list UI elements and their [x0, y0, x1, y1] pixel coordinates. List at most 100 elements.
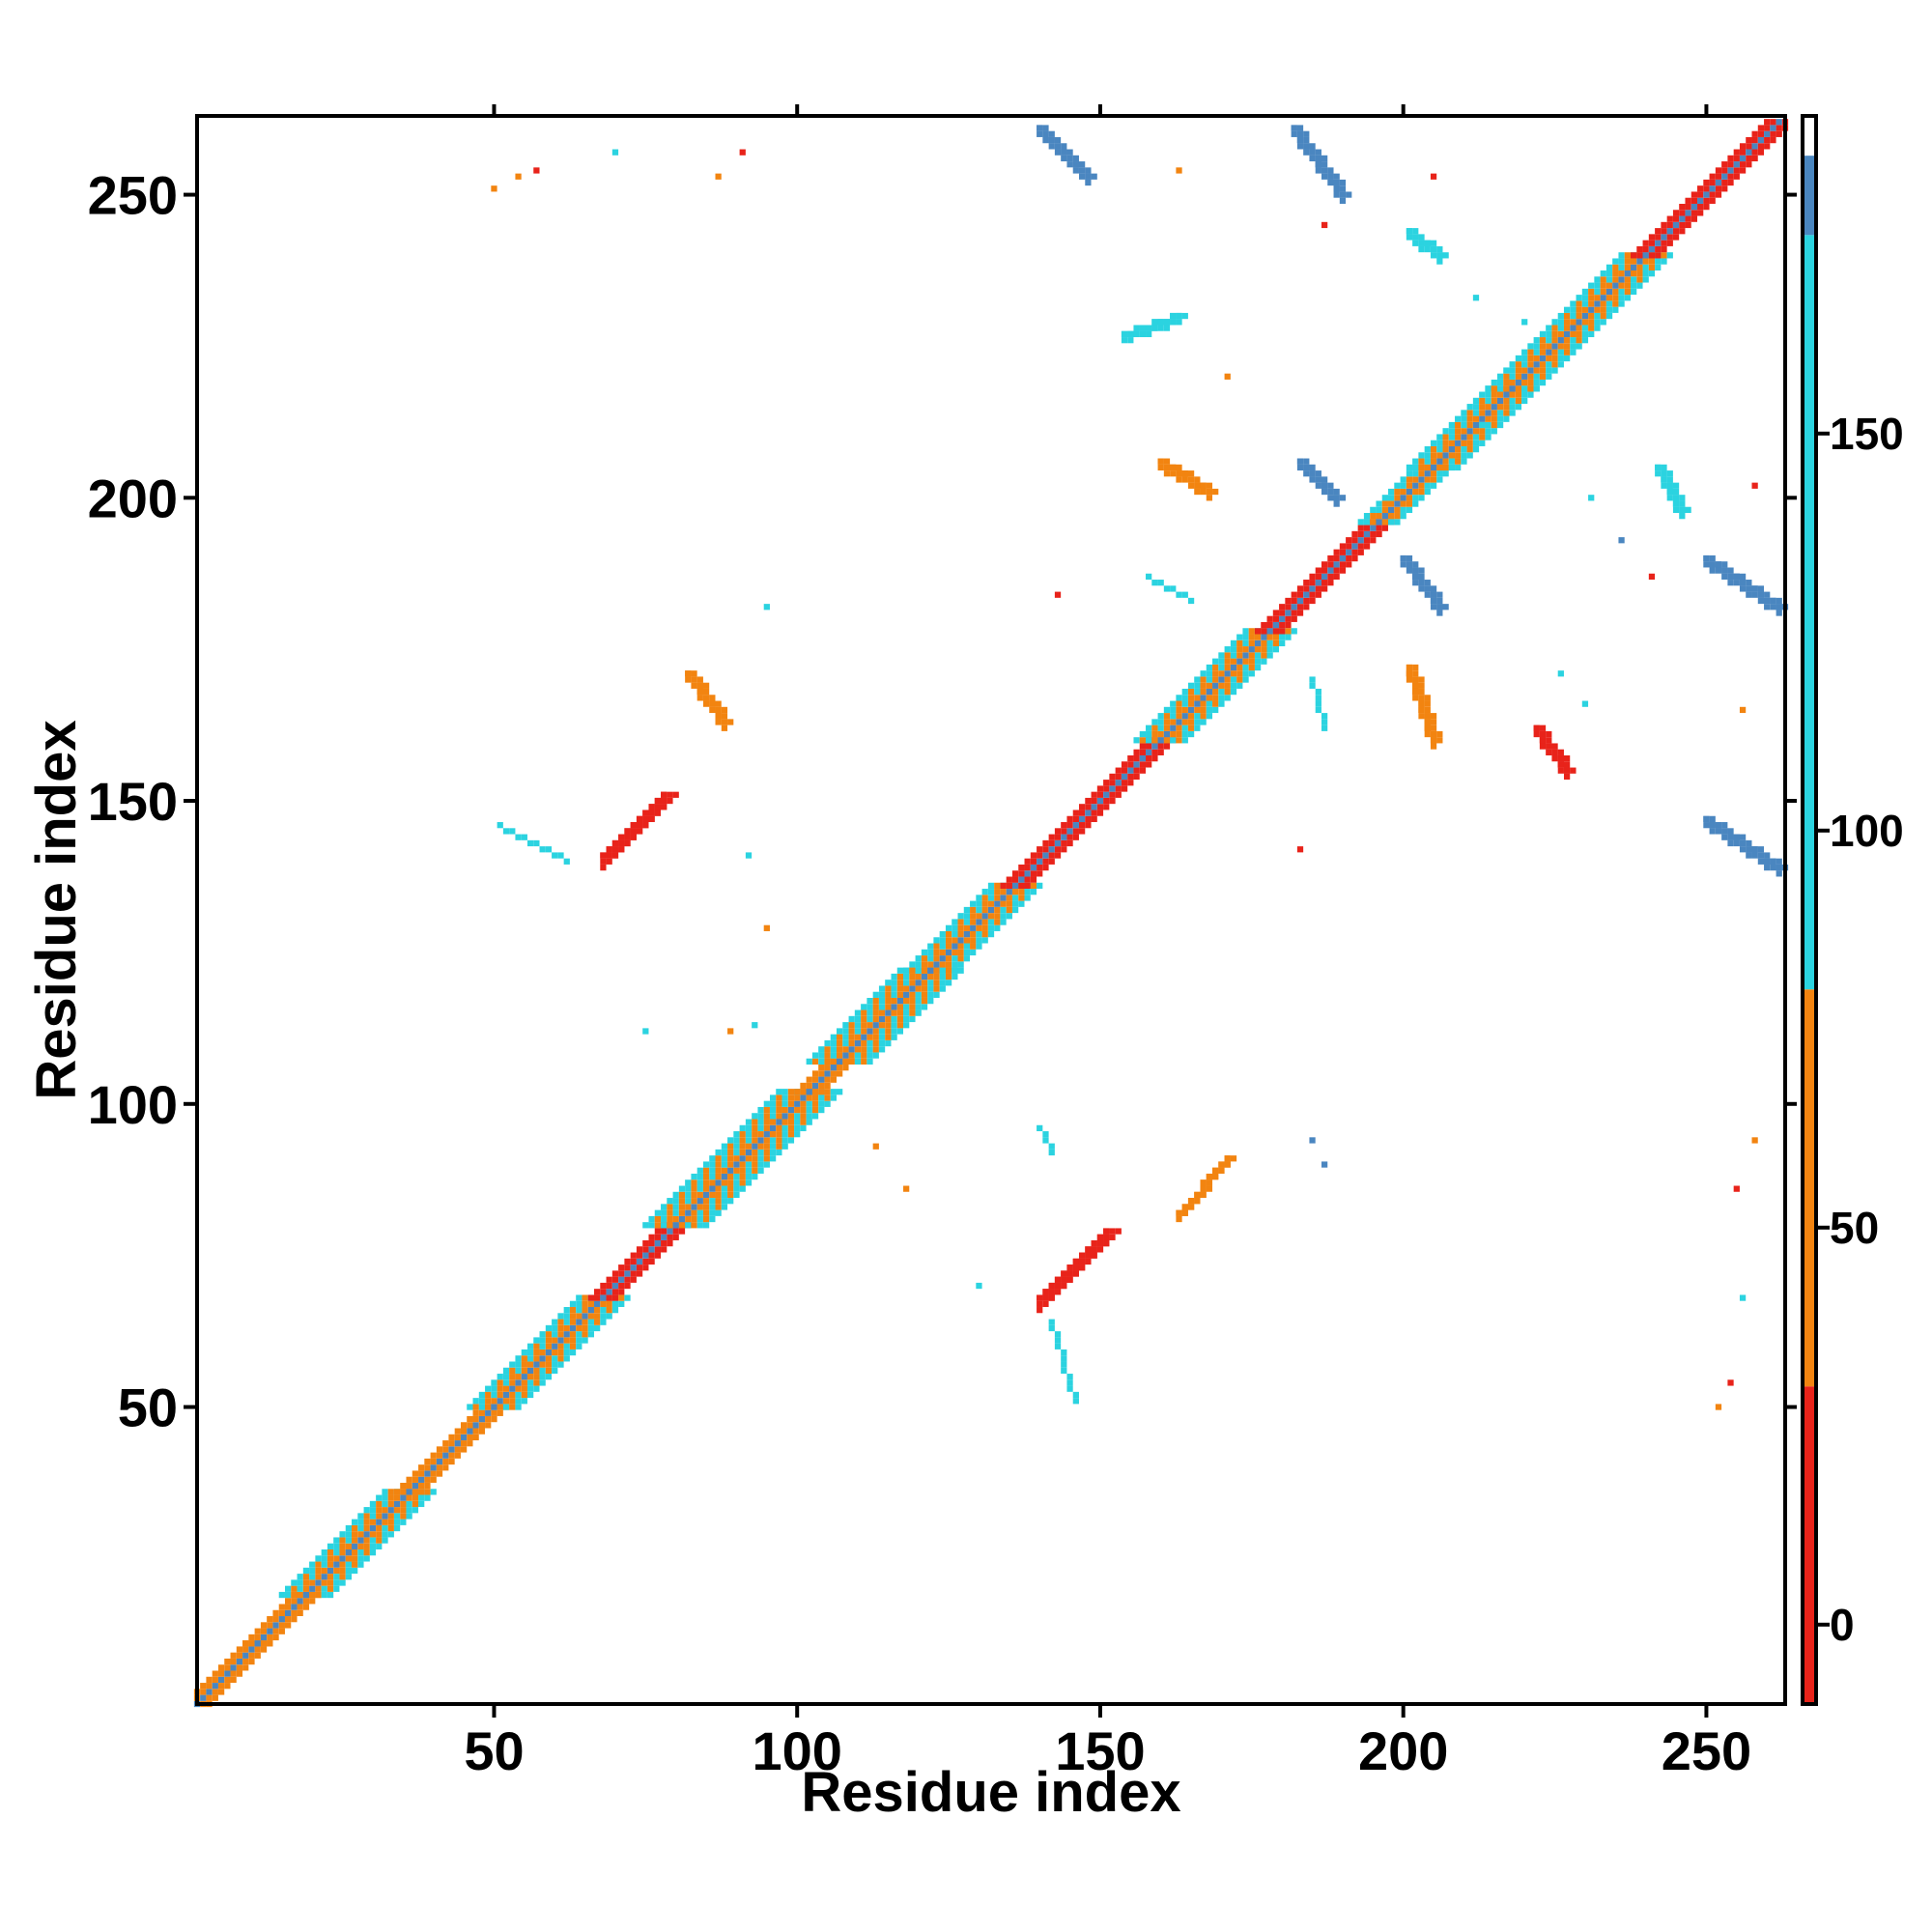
- contact-cell: [776, 1124, 782, 1132]
- contact-cell: [1151, 319, 1158, 326]
- contact-cell: [1357, 519, 1364, 526]
- contact-cell: [217, 1689, 225, 1695]
- contact-cell: [582, 1300, 588, 1307]
- contact-cell: [1418, 234, 1425, 241]
- contact-cell: [1485, 428, 1492, 435]
- contact-cell: [885, 997, 892, 1005]
- contact-cell: [776, 1100, 782, 1107]
- contact-cell: [696, 676, 703, 683]
- contact-cell: [1200, 688, 1207, 696]
- contact-cell: [848, 1058, 855, 1065]
- contact-cell: [502, 1391, 510, 1399]
- contact-cell: [818, 1065, 825, 1071]
- contact-cell: [1570, 312, 1577, 320]
- contact-cell: [1291, 597, 1297, 605]
- contact-cell: [1563, 330, 1571, 338]
- contact-cell: [861, 1004, 867, 1010]
- contact-cell: [1442, 440, 1449, 446]
- contact-cell: [1546, 337, 1552, 344]
- contact-cell: [594, 1319, 601, 1325]
- contact-cell: [1000, 919, 1007, 925]
- contact-cell: [1157, 713, 1164, 720]
- contact-cell: [861, 1015, 867, 1023]
- contact-cell: [1115, 780, 1122, 786]
- contact-cell: [939, 937, 946, 944]
- contact-cell: [1321, 561, 1328, 568]
- contact-cell: [963, 930, 971, 938]
- contact-cell: [1703, 822, 1710, 829]
- contact-cell: [1436, 610, 1443, 616]
- contact-cell: [818, 1070, 825, 1077]
- contact-cell: [715, 1155, 722, 1162]
- contact-cell: [1296, 846, 1304, 853]
- contact-cell: [1363, 513, 1371, 520]
- contact-cell: [1418, 495, 1425, 501]
- contact-cell: [685, 1198, 692, 1205]
- contact-cell: [352, 1567, 358, 1575]
- contact-cell: [921, 1004, 928, 1010]
- contact-cell: [727, 1149, 734, 1156]
- contact-cell: [1631, 288, 1637, 296]
- contact-cell: [709, 1215, 716, 1223]
- contact-cell: [648, 810, 655, 816]
- contact-cell: [794, 1100, 801, 1107]
- contact-cell: [1430, 482, 1437, 489]
- contact-cell: [467, 1415, 473, 1423]
- contact-cell: [1248, 639, 1255, 647]
- contact-cell: [1321, 488, 1328, 496]
- contact-cell: [1272, 621, 1280, 629]
- contact-cell: [284, 1604, 292, 1610]
- contact-cell: [715, 1209, 722, 1216]
- contact-cell: [1285, 610, 1292, 616]
- contact-cell: [957, 919, 964, 925]
- contact-cell: [1430, 730, 1437, 738]
- contact-cell: [1455, 421, 1462, 429]
- contact-cell: [1157, 743, 1164, 750]
- contact-cell: [1666, 252, 1673, 259]
- contact-cell: [1539, 343, 1547, 350]
- contact-cell: [1751, 482, 1758, 489]
- contact-cell: [497, 1391, 503, 1399]
- contact-cell: [1315, 161, 1321, 168]
- contact-cell: [763, 1137, 770, 1144]
- contact-cell: [1236, 676, 1243, 683]
- contact-cell: [1339, 495, 1347, 501]
- contact-cell: [606, 858, 612, 865]
- contact-cell: [526, 1379, 534, 1386]
- contact-cell: [1709, 567, 1716, 574]
- contact-cell: [1521, 391, 1528, 398]
- contact-cell: [1194, 1191, 1201, 1199]
- contact-cell: [854, 1009, 862, 1016]
- contact-cell: [1006, 889, 1012, 895]
- contact-cell: [1230, 658, 1237, 665]
- contact-cell: [945, 980, 952, 986]
- contact-cell: [424, 1476, 431, 1483]
- contact-cell: [636, 1252, 643, 1259]
- contact-cell: [987, 930, 995, 938]
- contact-cell: [1218, 1167, 1225, 1174]
- contact-cell: [842, 1022, 849, 1029]
- contact-cell: [1218, 682, 1225, 689]
- contact-cell: [1321, 573, 1328, 581]
- contact-cell: [1666, 228, 1673, 235]
- contact-cell: [1430, 743, 1437, 750]
- contact-cell: [667, 1222, 673, 1229]
- contact-cell: [1242, 628, 1249, 635]
- contact-cell: [1363, 537, 1371, 544]
- contact-cell: [630, 834, 637, 840]
- contact-cell: [485, 1422, 492, 1429]
- contact-cell: [1412, 695, 1419, 701]
- contact-cell: [1285, 634, 1292, 640]
- contact-cell: [1418, 573, 1425, 581]
- contact-cell: [1187, 695, 1195, 701]
- contact-cell: [1388, 495, 1395, 501]
- contact-cell: [533, 1379, 540, 1386]
- contact-cell: [891, 1009, 897, 1016]
- contact-cell: [1187, 682, 1195, 689]
- contact-cell: [721, 1161, 728, 1168]
- contact-cell: [1727, 155, 1734, 162]
- contact-cell: [418, 1470, 425, 1477]
- contact-cell: [1503, 373, 1510, 380]
- contact-cell: [624, 1258, 631, 1265]
- contact-cell: [1418, 458, 1425, 465]
